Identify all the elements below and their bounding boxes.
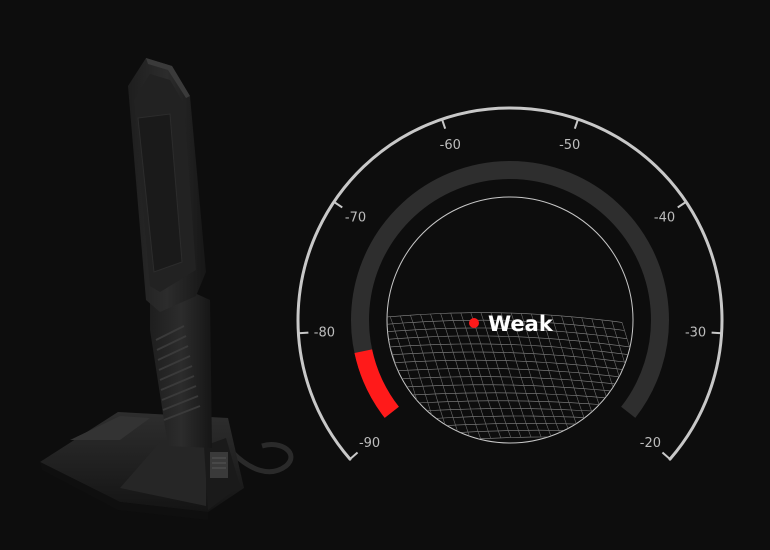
mesh-line [420, 314, 461, 440]
mesh-line [541, 314, 582, 438]
gauge-tick-label: -30 [685, 326, 706, 341]
gauge-tick-labels: -90 -80 -70 -60 -50 -40 -30 -20 [314, 138, 706, 451]
status-dot [469, 318, 479, 328]
mesh-line [410, 315, 451, 441]
antenna-paddle [128, 58, 206, 312]
mesh-line [520, 313, 562, 438]
gauge-tick [333, 201, 343, 209]
mesh-line [531, 313, 572, 438]
mesh-line [430, 313, 471, 440]
gauge-track [351, 161, 669, 418]
gauge-tick [711, 331, 722, 335]
mesh-line [480, 312, 522, 438]
mesh-line [450, 313, 491, 439]
gauge-tick-label: -40 [654, 210, 675, 225]
gauge-tick-label: -50 [559, 138, 580, 153]
mesh-line [440, 313, 481, 439]
gauge-tick [298, 331, 309, 335]
gauge-tick-label: -90 [359, 436, 380, 451]
gauge-tick [661, 451, 671, 460]
gauge-active-segment [354, 349, 400, 418]
gauge-inner-circle [386, 196, 634, 444]
gauge-tick [349, 451, 359, 460]
mesh-line [500, 312, 542, 438]
signal-status-text: Weak [488, 312, 554, 336]
mesh-line [621, 322, 633, 441]
gauge-outer-arc [296, 106, 724, 461]
antenna-base [40, 412, 244, 520]
gauge-tick-label: -60 [440, 138, 461, 153]
mesh-line [510, 313, 552, 438]
signal-gauge: -90 -80 -70 -60 -50 -40 -30 -20 Weak [296, 106, 724, 461]
gauge-tick-label: -70 [345, 210, 366, 225]
mesh-line [460, 312, 502, 439]
gauge-tick [441, 118, 447, 130]
antenna-product-image [40, 58, 294, 520]
gauge-tick-label: -20 [640, 436, 661, 451]
gauge-tick [573, 118, 579, 130]
gauge-tick [677, 201, 687, 209]
antenna-cable [230, 442, 294, 475]
gauge-ticks [298, 118, 722, 460]
mesh-line [490, 312, 532, 438]
mesh-line [470, 312, 512, 438]
gauge-tick-label: -80 [314, 326, 335, 341]
antenna-stem [150, 290, 212, 448]
